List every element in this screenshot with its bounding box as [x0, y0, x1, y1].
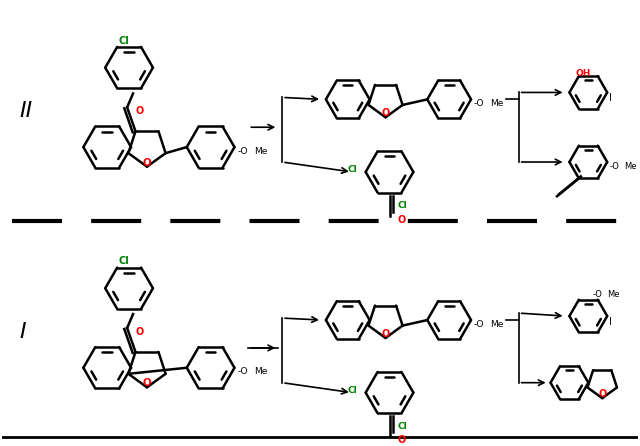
Text: -O: -O [237, 147, 248, 156]
Text: -O: -O [474, 99, 484, 108]
Text: Me: Me [254, 367, 268, 376]
Text: O: O [135, 106, 143, 116]
Text: Cl: Cl [397, 201, 407, 210]
Text: -O: -O [609, 162, 619, 171]
Text: Me: Me [624, 162, 637, 171]
Text: Me: Me [607, 290, 620, 299]
Text: I: I [20, 322, 26, 342]
Text: Cl: Cl [119, 256, 129, 266]
Text: O: O [598, 389, 606, 399]
Text: Me: Me [490, 319, 503, 329]
Text: Cl: Cl [397, 422, 407, 431]
Text: Cl: Cl [348, 165, 358, 174]
Text: -O: -O [592, 290, 602, 299]
Text: -O: -O [474, 319, 484, 329]
Text: Cl: Cl [348, 386, 358, 395]
Text: Me: Me [254, 147, 268, 156]
Text: II: II [20, 101, 33, 121]
Text: I: I [609, 317, 612, 327]
Text: O: O [397, 435, 406, 445]
Text: O: O [381, 108, 390, 118]
Text: O: O [143, 378, 152, 388]
Text: OH: OH [575, 69, 591, 78]
Text: Me: Me [490, 99, 503, 108]
Text: Cl: Cl [119, 36, 129, 46]
Text: -O: -O [237, 367, 248, 376]
Text: O: O [135, 327, 143, 337]
Text: O: O [381, 329, 390, 339]
Text: O: O [143, 158, 152, 168]
Text: I: I [609, 93, 612, 103]
Text: O: O [397, 215, 406, 225]
